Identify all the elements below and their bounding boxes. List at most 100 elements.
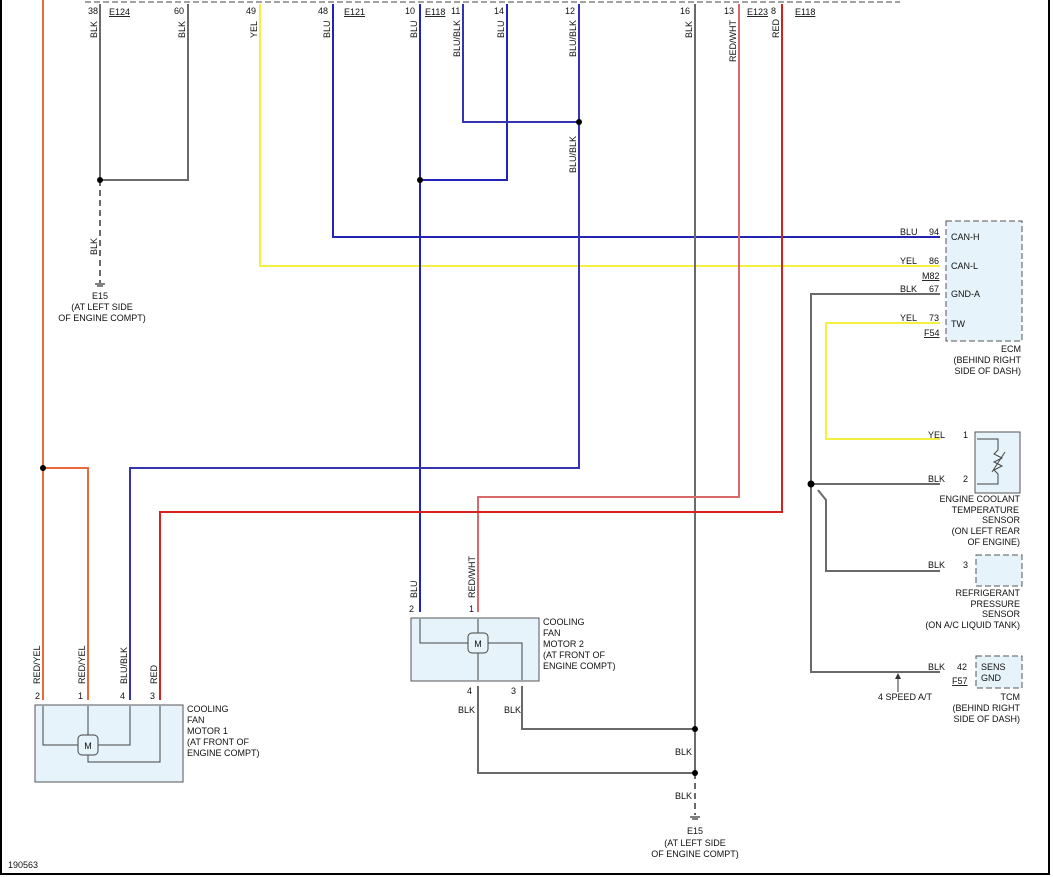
- svg-text:TW: TW: [951, 319, 965, 329]
- svg-text:1: 1: [78, 691, 83, 701]
- svg-text:E15: E15: [687, 826, 703, 836]
- cooling-fan-motor-2: M 2 1 4 3 BLU RED/WHT BLK BLK COOLING FA…: [409, 556, 616, 715]
- svg-text:67: 67: [929, 284, 939, 294]
- svg-text:GND: GND: [981, 673, 1002, 683]
- svg-text:YEL: YEL: [900, 256, 917, 266]
- svg-text:BLK: BLK: [928, 662, 945, 672]
- wire-blk-m2-3: [521, 686, 695, 730]
- wire-yel-can-l: [259, 4, 940, 267]
- svg-text:48: 48: [318, 6, 328, 16]
- svg-text:YEL: YEL: [249, 21, 259, 38]
- svg-text:F57: F57: [952, 676, 968, 686]
- diagram-id: 190563: [8, 860, 38, 870]
- svg-text:12: 12: [565, 6, 575, 16]
- svg-text:2: 2: [963, 474, 968, 484]
- svg-text:BLK: BLK: [177, 21, 187, 38]
- svg-text:ENGINE COMPT): ENGINE COMPT): [543, 661, 616, 671]
- svg-text:E15: E15: [92, 291, 108, 301]
- svg-text:M82: M82: [922, 271, 940, 281]
- svg-text:BLK: BLK: [89, 238, 99, 255]
- svg-text:ENGINE COMPT): ENGINE COMPT): [187, 748, 260, 758]
- svg-text:M: M: [84, 741, 92, 751]
- svg-text:OF ENGINE COMPT): OF ENGINE COMPT): [651, 849, 739, 859]
- svg-text:4 SPEED A/T: 4 SPEED A/T: [878, 692, 933, 702]
- svg-text:14: 14: [494, 6, 504, 16]
- wire-red: [159, 4, 783, 700]
- svg-text:E118: E118: [425, 7, 445, 17]
- svg-text:MOTOR 1: MOTOR 1: [187, 726, 228, 736]
- svg-text:RED/WHT: RED/WHT: [728, 20, 738, 62]
- wire-blu-blk-11: [462, 4, 579, 123]
- svg-text:3: 3: [963, 560, 968, 570]
- engine-coolant-temperature-sensor: YEL 1 BLK 2 ENGINE COOLANT TEMPERATURE SEN…: [928, 430, 1021, 547]
- svg-text:TCM: TCM: [1001, 692, 1021, 702]
- refrigerant-pressure-sensor: BLK 3 REFRIGERANT PRESSURE SENSOR (ON A/C…: [925, 554, 1023, 630]
- svg-text:SIDE OF DASH): SIDE OF DASH): [953, 714, 1020, 724]
- wire-blk-60: [100, 4, 189, 181]
- svg-text:FAN: FAN: [543, 628, 561, 638]
- svg-text:E121: E121: [344, 7, 365, 17]
- svg-text:COOLING: COOLING: [187, 704, 229, 714]
- svg-text:BLU: BLU: [496, 20, 506, 38]
- svg-text:1: 1: [963, 430, 968, 440]
- wire-blk-refrig: [817, 489, 940, 572]
- svg-text:RED/YEL: RED/YEL: [77, 645, 87, 684]
- motor-icon: [467, 632, 489, 654]
- svg-text:BLK: BLK: [89, 21, 99, 38]
- svg-text:10: 10: [405, 6, 415, 16]
- thermistor-icon: [977, 438, 1004, 485]
- svg-text:ENGINE COOLANT: ENGINE COOLANT: [939, 494, 1020, 504]
- svg-text:MOTOR 2: MOTOR 2: [543, 639, 584, 649]
- svg-text:RED/WHT: RED/WHT: [467, 556, 477, 598]
- svg-text:BLU: BLU: [409, 580, 419, 598]
- svg-text:8: 8: [771, 6, 776, 16]
- svg-text:(ON A/C LIQUID TANK): (ON A/C LIQUID TANK): [925, 620, 1020, 630]
- svg-text:16: 16: [680, 6, 690, 16]
- svg-text:BLK: BLK: [928, 560, 945, 570]
- top-wire-color-labels: BLK BLK YEL BLU BLU BLU/BLK BLU BLU/BLK …: [89, 18, 781, 255]
- svg-text:CAN-H: CAN-H: [951, 232, 980, 242]
- svg-text:FAN: FAN: [187, 715, 205, 725]
- svg-text:94: 94: [929, 227, 939, 237]
- ecm: BLU 94 CAN-H YEL 86 CAN-L M82 BLK 67 GND-A YEL…: [900, 220, 1023, 376]
- ground-e15-bottom: BLK BLK E15 (AT LEFT SIDE OF ENGINE COMP…: [651, 747, 739, 859]
- svg-text:TEMPERATURE: TEMPERATURE: [952, 505, 1019, 515]
- svg-text:BLU: BLU: [900, 227, 918, 237]
- svg-text:(AT FRONT OF: (AT FRONT OF: [187, 737, 250, 747]
- svg-text:CAN-L: CAN-L: [951, 261, 978, 271]
- svg-text:OF ENGINE): OF ENGINE): [967, 537, 1020, 547]
- svg-text:BLK: BLK: [675, 747, 692, 757]
- svg-text:BLK: BLK: [458, 705, 475, 715]
- svg-text:(BEHIND RIGHT: (BEHIND RIGHT: [953, 703, 1021, 713]
- svg-text:BLK: BLK: [675, 791, 692, 801]
- svg-text:42: 42: [957, 662, 967, 672]
- svg-text:4: 4: [120, 691, 125, 701]
- svg-text:E123: E123: [747, 7, 768, 17]
- wire-yel-tw: [825, 322, 940, 440]
- svg-text:BLU/BLK: BLU/BLK: [568, 20, 578, 57]
- svg-text:BLU/BLK: BLU/BLK: [568, 136, 578, 173]
- svg-text:3: 3: [511, 686, 516, 696]
- svg-text:GND-A: GND-A: [951, 289, 980, 299]
- wire-red-yel-1: [43, 467, 89, 700]
- svg-text:86: 86: [929, 256, 939, 266]
- motor-icon: [77, 734, 99, 756]
- svg-text:2: 2: [409, 604, 414, 614]
- wire-blu-blk-12: [129, 4, 580, 700]
- tcm: SENS GND BLK 42 F57 4 SPEED A/T TCM (BEHI…: [878, 655, 1023, 724]
- wire-blu-14: [420, 4, 508, 181]
- wire-blk-m2-4: [477, 686, 695, 774]
- svg-text:BLU/BLK: BLU/BLK: [119, 647, 129, 684]
- top-pin-labels: 38 E124 60 49 48 E121 10 E118 11 14 12 1…: [88, 6, 815, 17]
- splices: [40, 119, 815, 776]
- ground-e15-left: E15 (AT LEFT SIDE OF ENGINE COMPT): [58, 283, 146, 323]
- svg-text:BLU/BLK: BLU/BLK: [452, 20, 462, 57]
- svg-text:YEL: YEL: [900, 313, 917, 323]
- svg-text:SIDE OF DASH): SIDE OF DASH): [954, 366, 1021, 376]
- svg-text:73: 73: [929, 313, 939, 323]
- svg-text:SENSOR: SENSOR: [982, 609, 1021, 619]
- svg-text:1: 1: [469, 604, 474, 614]
- svg-text:(BEHIND RIGHT: (BEHIND RIGHT: [954, 355, 1022, 365]
- svg-text:3: 3: [150, 691, 155, 701]
